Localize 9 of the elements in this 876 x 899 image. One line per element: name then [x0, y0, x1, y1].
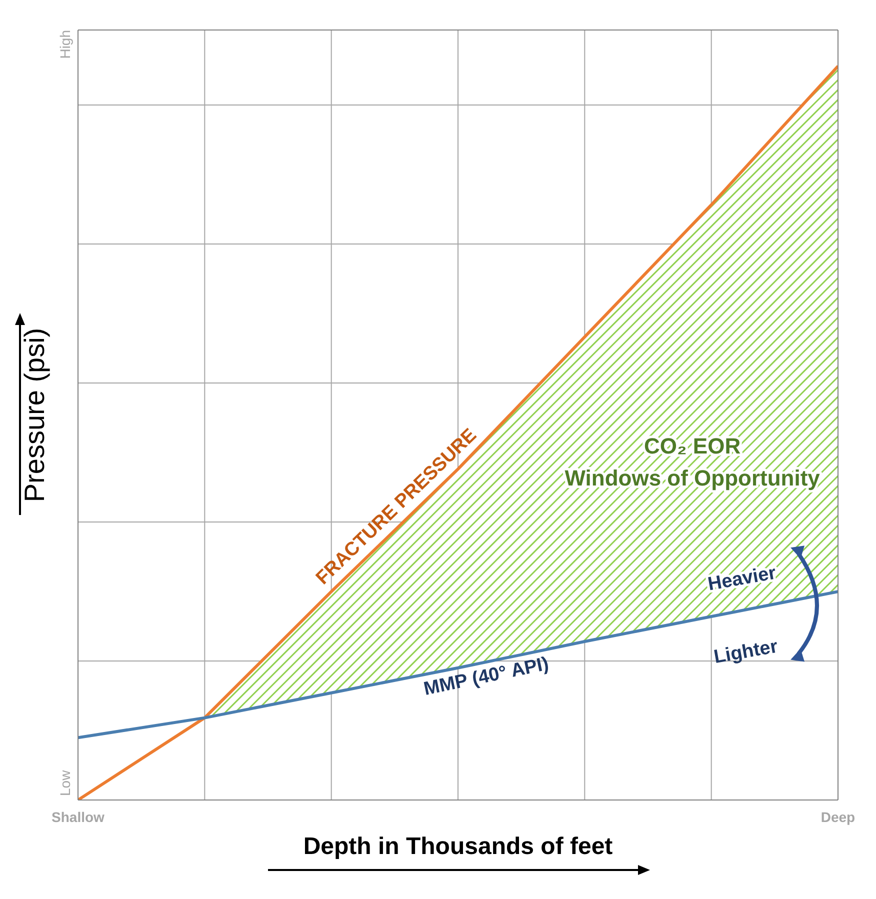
x-tick-label: Shallow: [52, 809, 105, 825]
y-axis-title: Pressure (psi): [19, 328, 50, 502]
text: Low: [57, 769, 73, 796]
x-axis-title: Depth in Thousands of feet: [303, 833, 613, 860]
annotation: Heavier: [706, 562, 778, 596]
text: High: [57, 30, 73, 59]
x-tick-label: Deep: [820, 809, 856, 825]
annotation: Lighter: [712, 636, 780, 668]
text: MMP (40° API): [422, 654, 551, 700]
